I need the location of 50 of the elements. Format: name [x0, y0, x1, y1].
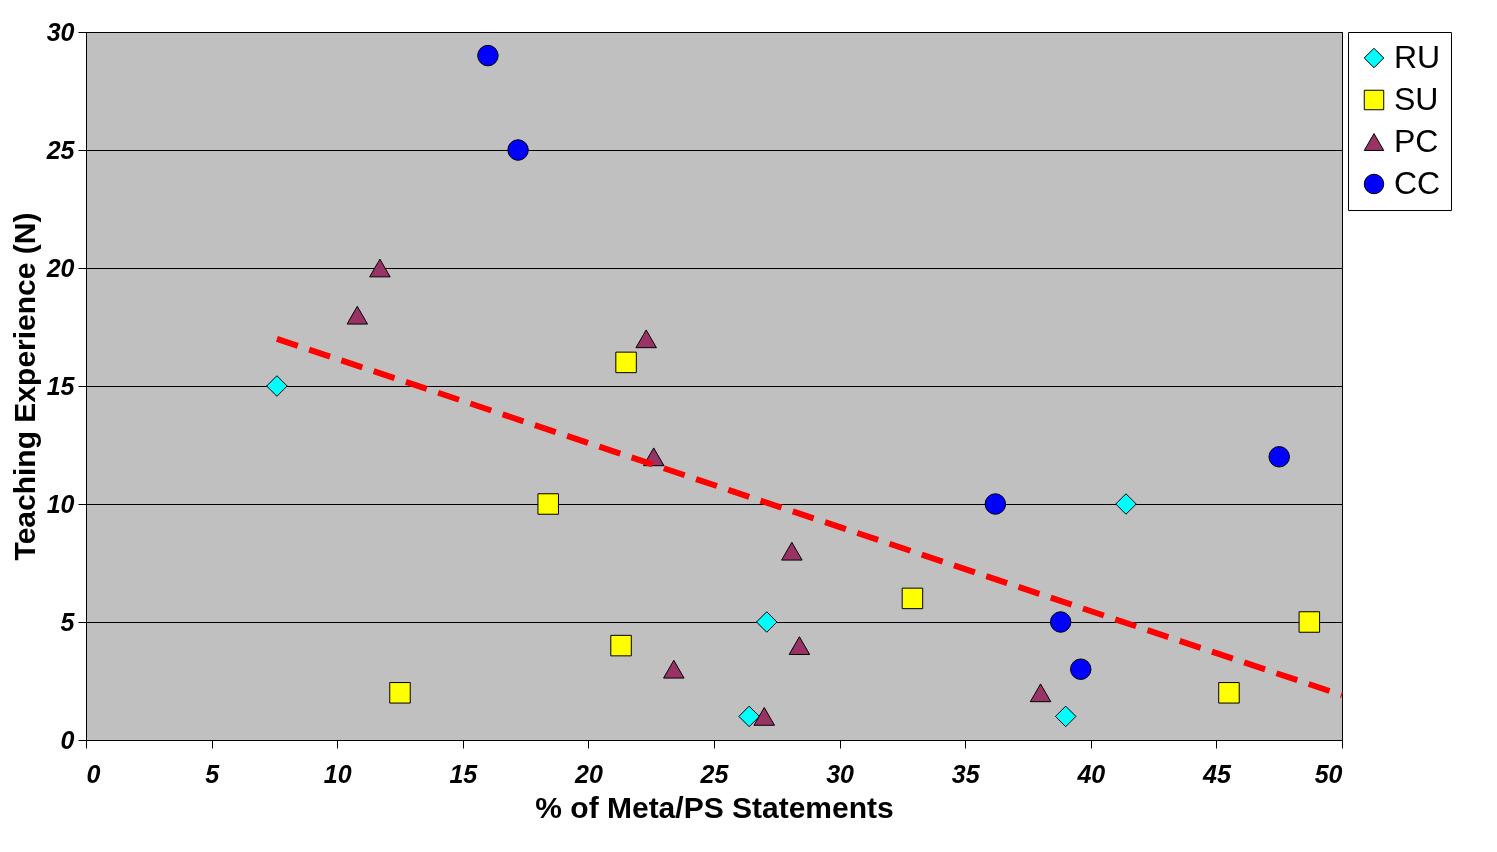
point [1218, 682, 1240, 704]
y-axis-title: Teaching Experience (N) [7, 212, 41, 561]
point [753, 707, 775, 726]
point [369, 258, 391, 278]
y-tick-label: 20 [45, 253, 75, 282]
legend-label: SU [1394, 81, 1439, 117]
point [537, 493, 559, 515]
x-tick-label: 0 [86, 759, 101, 788]
point [507, 139, 529, 161]
point [635, 329, 657, 349]
x-tick-label: 35 [951, 759, 981, 788]
point [346, 305, 369, 325]
point [266, 375, 288, 397]
point [1029, 683, 1052, 703]
point [781, 541, 803, 561]
point [610, 634, 632, 657]
point [1054, 705, 1077, 728]
point [1049, 611, 1072, 633]
x-tick-label: 45 [1201, 759, 1232, 788]
y-tick-label: 25 [45, 135, 76, 164]
point [756, 611, 778, 633]
point [1268, 446, 1290, 468]
x-tick-label: 15 [449, 759, 479, 788]
point [1298, 611, 1321, 633]
y-tick-label: 5 [60, 607, 76, 636]
legend-label: PC [1394, 123, 1439, 159]
point [1115, 493, 1137, 515]
y-tick-label: 0 [60, 725, 75, 754]
x-tick-label: 10 [323, 759, 352, 788]
x-tick-label: 25 [699, 759, 730, 788]
point [984, 493, 1007, 515]
legend-label: RU [1394, 39, 1441, 75]
point [901, 587, 924, 610]
x-tick-label: 20 [573, 759, 603, 788]
x-tick-label: 5 [205, 759, 221, 788]
legend-label: CC [1394, 165, 1441, 201]
x-axis-title: % of Meta/PS Statements [535, 790, 894, 824]
y-tick-label: 10 [46, 489, 75, 518]
x-tick-label: 50 [1314, 759, 1343, 788]
point [663, 659, 685, 679]
point [615, 351, 637, 374]
point [738, 705, 760, 728]
point [1070, 658, 1092, 680]
x-tick-label: 30 [826, 759, 855, 788]
y-tick-label: 15 [46, 371, 76, 400]
y-tick-label: 30 [46, 17, 75, 46]
point [477, 44, 499, 67]
point [788, 636, 811, 655]
x-tick-label: 40 [1076, 759, 1106, 788]
point [389, 682, 411, 704]
